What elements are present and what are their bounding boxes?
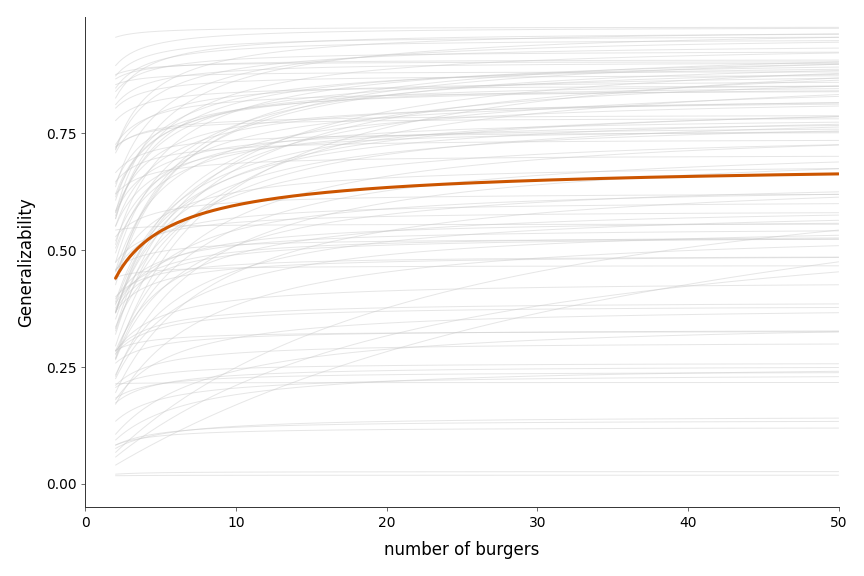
X-axis label: number of burgers: number of burgers xyxy=(384,541,540,559)
Y-axis label: Generalizability: Generalizability xyxy=(16,197,35,327)
